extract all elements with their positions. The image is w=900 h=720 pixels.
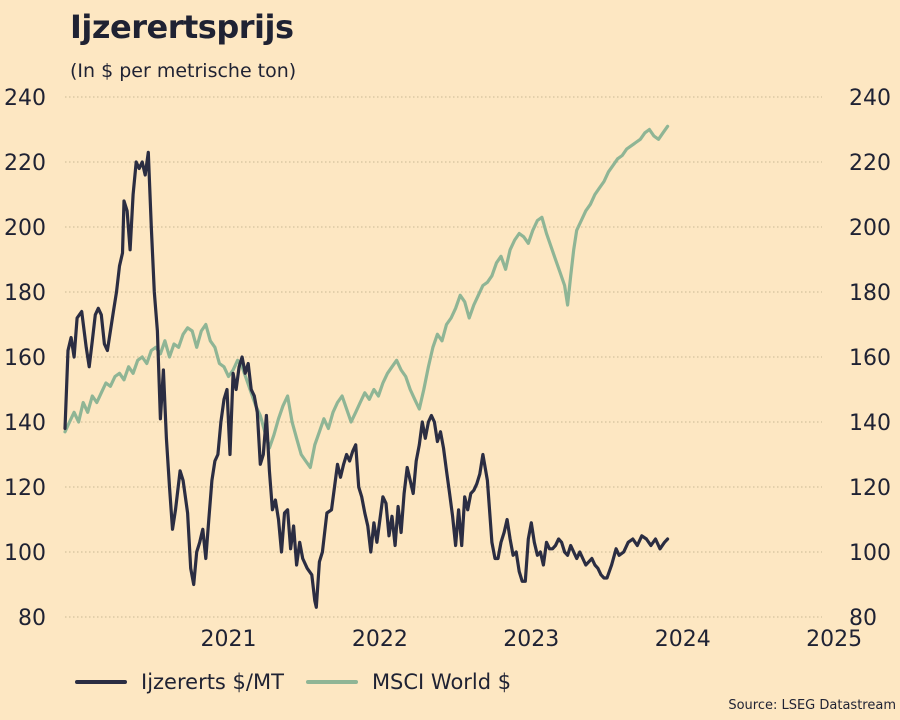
- y-tick-left-140: 140: [4, 411, 46, 436]
- x-tick-2024: 2024: [655, 627, 711, 652]
- legend-label-msci: MSCI World $: [371, 670, 512, 694]
- legend-swatch-ijzererts: [75, 680, 127, 684]
- legend-swatch-msci: [305, 680, 358, 684]
- series-line-ijzererts: [63, 150, 670, 609]
- x-tick-2023: 2023: [503, 627, 559, 652]
- series-line-msci-world: [63, 124, 670, 470]
- legend: Ijzererts $/MT MSCI World $: [75, 670, 533, 694]
- y-tick-left-100: 100: [4, 541, 46, 566]
- y-tick-right-100: 100: [849, 541, 891, 566]
- legend-label-ijzererts: Ijzererts $/MT: [141, 670, 284, 694]
- y-tick-left-240: 240: [4, 86, 46, 111]
- y-tick-right-120: 120: [849, 476, 891, 501]
- y-tick-left-180: 180: [4, 281, 46, 306]
- x-tick-2025: 2025: [806, 627, 862, 652]
- y-tick-left-200: 200: [4, 216, 46, 241]
- y-tick-right-240: 240: [849, 86, 891, 111]
- legend-item-ijzererts: Ijzererts $/MT: [75, 670, 284, 694]
- chart-title: Ijzerertsprijs: [70, 8, 294, 46]
- y-tick-left-160: 160: [4, 346, 46, 371]
- source-note: Source: LSEG Datastream: [728, 698, 896, 713]
- y-tick-left-80: 80: [18, 606, 46, 631]
- y-tick-right-220: 220: [849, 151, 891, 176]
- chart-subtitle: (In $ per metrische ton): [70, 60, 297, 82]
- legend-item-msci: MSCI World $: [305, 670, 512, 694]
- x-tick-2021: 2021: [201, 627, 257, 652]
- x-tick-2022: 2022: [352, 627, 408, 652]
- y-tick-left-120: 120: [4, 476, 46, 501]
- y-tick-right-80: 80: [849, 606, 877, 631]
- y-tick-right-160: 160: [849, 346, 891, 371]
- y-tick-right-140: 140: [849, 411, 891, 436]
- y-tick-right-180: 180: [849, 281, 891, 306]
- y-tick-right-200: 200: [849, 216, 891, 241]
- y-tick-left-220: 220: [4, 151, 46, 176]
